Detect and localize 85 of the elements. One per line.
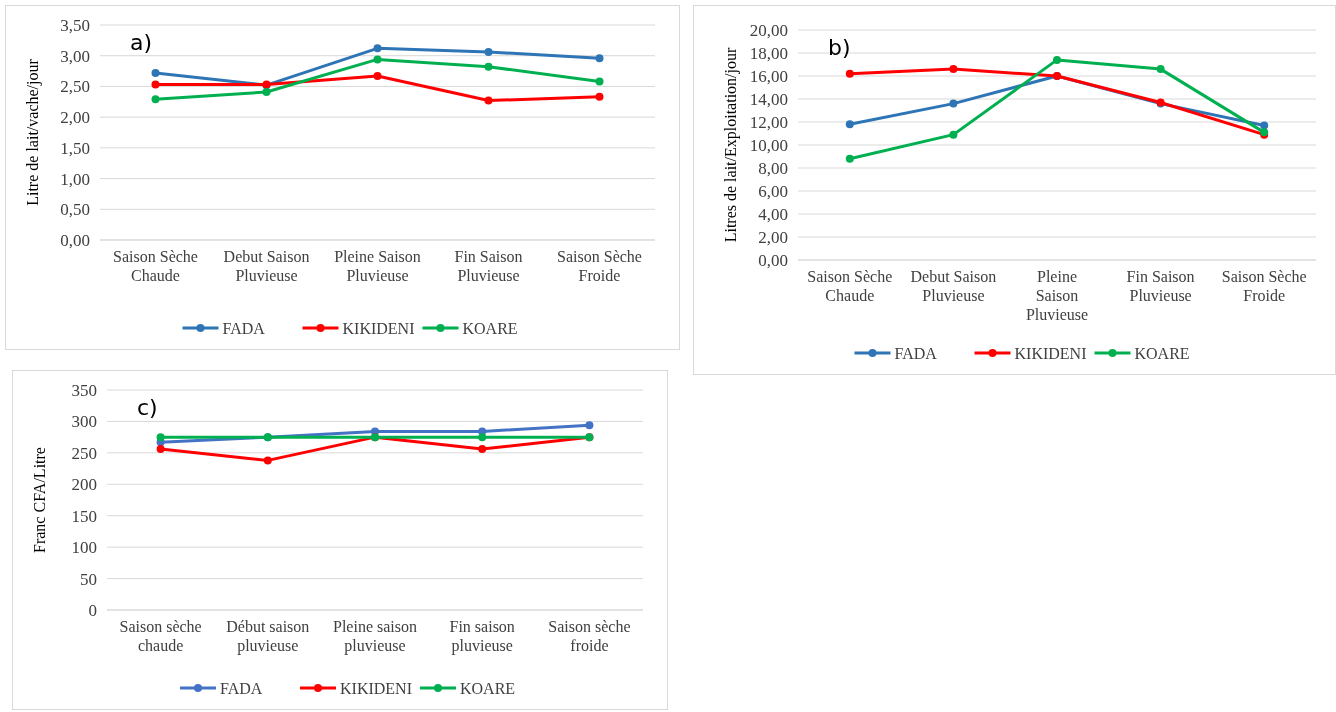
y-axis-title: Franc CFA/Litre — [31, 447, 48, 553]
point — [845, 154, 854, 163]
y-tick-label: 12,00 — [749, 112, 788, 132]
x-tick-label: Saison Sèche Chaude — [807, 268, 893, 304]
legend-label: KIKIDENI — [342, 319, 415, 337]
point — [1156, 65, 1165, 74]
y-tick-label: 2,50 — [60, 77, 90, 97]
y-tick-label: 350 — [71, 380, 97, 400]
point — [595, 92, 604, 101]
legend-label: KOARE — [460, 679, 516, 697]
legend-label: FADA — [894, 344, 938, 362]
point — [595, 54, 604, 63]
x-tick-label: Pleine Saison Pluvieuse — [1025, 268, 1089, 323]
y-tick-label: 4,00 — [758, 204, 788, 224]
chart-title: a) — [130, 30, 153, 55]
legend-label: KOARE — [462, 319, 518, 337]
point — [484, 62, 493, 71]
y-tick-label: 3,50 — [60, 15, 90, 35]
point — [845, 120, 854, 129]
y-tick-label: 20,00 — [749, 20, 788, 40]
x-tick-label: Fin Saison Pluvieuse — [1126, 268, 1195, 304]
point — [845, 69, 854, 78]
point — [949, 99, 958, 108]
point — [151, 80, 160, 89]
point — [949, 65, 958, 74]
point — [484, 96, 493, 105]
point — [156, 433, 165, 442]
y-axis-title: Litre de lait/vache/jour — [24, 58, 42, 206]
point — [263, 456, 272, 465]
y-tick-label: 150 — [71, 506, 97, 526]
x-tick-label: Saison Sèche Froide — [557, 248, 642, 284]
y-tick-label: 0,50 — [60, 200, 90, 220]
x-tick-label: Début saison pluvieuse — [226, 618, 310, 655]
point — [262, 87, 271, 96]
y-tick-label: 0,00 — [758, 250, 788, 270]
x-tick-label: Debut Saison Pluvieuse — [910, 268, 997, 304]
x-tick-label: Saison sèche froide — [548, 618, 631, 654]
point — [151, 95, 160, 104]
legend-label: FADA — [222, 319, 266, 337]
y-tick-label: 50 — [80, 569, 97, 589]
point — [478, 433, 487, 442]
y-tick-label: 1,00 — [60, 169, 90, 189]
x-tick-label: Pleine saison pluvieuse — [333, 618, 417, 655]
y-tick-label: 300 — [71, 412, 97, 432]
y-tick-label: 1,50 — [60, 138, 90, 158]
x-tick-label: Saison Sèche Chaude — [113, 248, 198, 284]
x-tick-label: Saison Sèche Froide — [1221, 268, 1307, 304]
point — [373, 44, 382, 53]
y-tick-label: 10,00 — [749, 135, 788, 155]
point — [478, 445, 487, 454]
point — [373, 55, 382, 64]
point — [484, 48, 493, 57]
y-tick-label: 2,00 — [758, 227, 788, 247]
point — [949, 130, 958, 139]
point — [585, 421, 594, 430]
point — [373, 71, 382, 80]
y-tick-label: 250 — [71, 443, 97, 463]
y-tick-label: 8,00 — [758, 158, 788, 178]
x-tick-label: Fin saison pluvieuse — [449, 618, 515, 655]
y-axis-title: Litres de lait/Exploitation/jour — [722, 47, 740, 243]
y-tick-label: 3,00 — [60, 46, 90, 66]
legend-label: KOARE — [1134, 344, 1190, 362]
y-tick-label: 18,00 — [749, 43, 788, 63]
point — [156, 445, 165, 454]
legend-label: KIKIDENI — [1014, 344, 1087, 362]
chart-title: c) — [137, 395, 158, 420]
point — [1053, 55, 1061, 64]
point — [595, 77, 604, 86]
y-tick-label: 200 — [71, 475, 97, 495]
point — [151, 68, 160, 77]
legend-label: FADA — [220, 679, 263, 697]
x-tick-label: Debut Saison Pluvieuse — [223, 248, 310, 284]
y-tick-label: 14,00 — [749, 89, 788, 109]
y-tick-label: 0 — [88, 600, 97, 620]
y-tick-label: 16,00 — [749, 66, 788, 86]
y-tick-label: 100 — [71, 538, 97, 558]
y-tick-label: 0,00 — [60, 230, 90, 250]
x-tick-label: Pleine Saison Pluvieuse — [334, 248, 421, 284]
x-tick-label: Saison sèche chaude — [119, 618, 202, 654]
chart-title: b) — [828, 35, 851, 60]
y-tick-label: 6,00 — [758, 181, 788, 201]
legend-label: KIKIDENI — [340, 679, 412, 697]
x-tick-label: Fin Saison Pluvieuse — [454, 248, 523, 284]
y-tick-label: 2,00 — [60, 108, 90, 128]
point — [1260, 121, 1269, 130]
